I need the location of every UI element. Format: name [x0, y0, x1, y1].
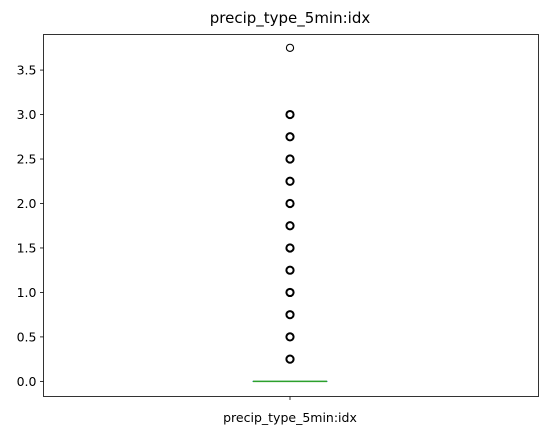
y-axis: 0.0 0.5 1.0 1.5 2.0 2.5 3.0 3.5: [17, 63, 44, 389]
x-axis: precip_type_5min:idx: [223, 396, 357, 425]
outlier-point: [285, 176, 295, 186]
y-tick-label: 1.5: [17, 240, 37, 255]
y-tick-label: 0.5: [17, 329, 37, 344]
outlier-point: [285, 310, 295, 320]
y-tick-label: 2.0: [17, 196, 37, 211]
outlier-point: [285, 265, 295, 275]
outlier-point: [285, 332, 295, 342]
y-tick-label: 0.0: [17, 374, 37, 389]
y-tick-label: 3.5: [17, 63, 37, 78]
outlier-point: [285, 132, 295, 142]
outlier-point: [285, 243, 295, 253]
y-tick-label: 3.0: [17, 107, 37, 122]
outlier-point: [285, 43, 295, 52]
y-tick-label: 2.5: [17, 152, 37, 167]
outlier-point: [285, 109, 295, 120]
x-tick-label: precip_type_5min:idx: [223, 410, 357, 425]
outlier-points: [285, 43, 295, 364]
y-tick-label: 1.0: [17, 285, 37, 300]
outlier-point: [285, 198, 295, 209]
chart-title: precip_type_5min:idx: [210, 9, 371, 28]
outlier-point: [285, 221, 295, 231]
outlier-point: [285, 354, 295, 364]
plot-area-frame: [43, 34, 539, 397]
outlier-point: [285, 287, 295, 298]
outlier-point: [285, 154, 295, 164]
